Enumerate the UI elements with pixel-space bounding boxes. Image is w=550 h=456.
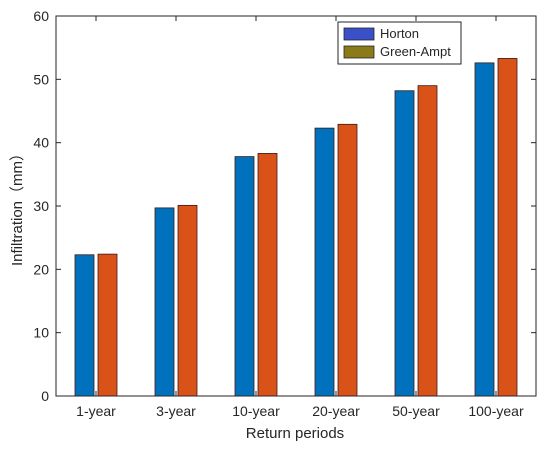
bar-horton-10-year <box>234 156 255 397</box>
bar-green-ampt-50-year <box>417 85 438 397</box>
y-tick-label: 40 <box>33 135 49 151</box>
x-tick-label: 10-year <box>232 403 280 419</box>
bar-green-ampt-10-year <box>257 153 278 397</box>
x-axis-title: Return periods <box>246 425 344 442</box>
ticks-layer: 1-year 3-year 10-year 20-year 50-year 100-yea… <box>33 8 524 419</box>
bar-green-ampt-1-year <box>97 253 118 397</box>
x-tick-label: 20-year <box>312 403 360 419</box>
x-tick-label: 3-year <box>156 403 196 419</box>
legend-swatch-horton <box>343 27 375 41</box>
bars-layer <box>74 58 518 397</box>
y-tick-label: 50 <box>33 71 49 87</box>
plot-frame <box>55 15 537 397</box>
bar-green-ampt-3-year <box>177 204 198 397</box>
bar-green-ampt-100-year <box>497 58 518 397</box>
legend-label-green-ampt: Green-Ampt <box>380 44 451 59</box>
x-tick-label: 1-year <box>76 403 116 419</box>
y-tick-label: 60 <box>33 8 49 24</box>
y-tick-label: 0 <box>41 388 49 404</box>
legend-label-horton: Horton <box>380 26 419 41</box>
y-tick-label: 10 <box>33 325 49 341</box>
y-tick-label: 30 <box>33 198 49 214</box>
legend-swatch-green-ampt <box>343 45 375 59</box>
x-tick-label: 100-year <box>468 403 524 419</box>
x-tick-label: 50-year <box>392 403 440 419</box>
bar-horton-1-year <box>74 254 95 397</box>
bar-horton-20-year <box>314 127 335 397</box>
bar-green-ampt-20-year <box>337 123 358 397</box>
bar-horton-100-year <box>474 62 495 397</box>
bar-horton-3-year <box>154 207 175 397</box>
y-tick-label: 20 <box>33 261 49 277</box>
legend: Horton Green-Ampt <box>337 21 462 65</box>
y-axis-title: Infiltration（mm） <box>9 146 26 266</box>
axes-layer <box>55 15 537 397</box>
bar-horton-50-year <box>394 90 415 397</box>
